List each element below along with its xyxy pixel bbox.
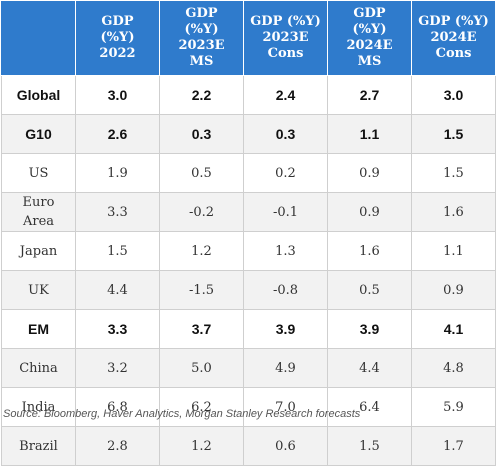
table-cell: 2.4 [243,75,328,115]
table-cell: 3.9 [243,309,328,349]
table-cell: 0.9 [411,270,496,310]
table-row: Brazil 2.8 1.2 0.6 1.5 1.7 [1,426,496,466]
table-cell: 0.3 [243,114,328,154]
table-row: Global 3.0 2.2 2.4 2.7 3.0 [1,75,496,115]
table-cell: 3.9 [327,309,412,349]
table-cell: 1.5 [75,231,160,271]
table-cell: 0.3 [159,114,244,154]
table-row: UK 4.4 -1.5 -0.8 0.5 0.9 [1,270,496,310]
table-cell: 7.0 [243,387,328,427]
table-cell: 0.5 [327,270,412,310]
table-cell: 1.5 [411,114,496,154]
table-cell: 5.0 [159,348,244,388]
table-cell: 1.9 [75,153,160,193]
table-row: EM 3.3 3.7 3.9 3.9 4.1 [1,309,496,349]
table-cell: 2.2 [159,75,244,115]
table-cell: 3.3 [75,309,160,349]
table-cell: 3.0 [75,75,160,115]
table-cell: 1.6 [411,192,496,232]
table-row: Euro Area 3.3 -0.2 -0.1 0.9 1.6 [1,192,496,232]
table-cell: 4.4 [75,270,160,310]
row-label: India [1,387,76,427]
table-cell: 0.9 [327,192,412,232]
table-cell: 3.0 [411,75,496,115]
table-cell: -0.2 [159,192,244,232]
table-cell: 6.8 [75,387,160,427]
table-cell: 1.6 [327,231,412,271]
table-cell: 1.1 [411,231,496,271]
table-cell: -0.8 [243,270,328,310]
row-label: China [1,348,76,388]
source-note: Source: Bloomberg, Haver Analytics, Morg… [3,408,361,420]
header-gdp-2023e-ms: GDP (%Y) 2023E MS [159,0,244,76]
table-cell: -0.1 [243,192,328,232]
table-cell: 1.3 [243,231,328,271]
table-cell: 4.8 [411,348,496,388]
table-cell: 2.6 [75,114,160,154]
table-cell: 0.2 [243,153,328,193]
table-cell: 1.5 [327,426,412,466]
header-corner [1,0,76,76]
header-gdp-2023e-cons: GDP (%Y) 2023E Cons [243,0,328,76]
table-cell: 0.6 [243,426,328,466]
table-cell: 2.8 [75,426,160,466]
table-cell: 1.2 [159,426,244,466]
table-cell: 4.4 [327,348,412,388]
table-body: Global 3.0 2.2 2.4 2.7 3.0 G10 2.6 0.3 0.3 1.1 1.5 U… [1,75,496,466]
table-cell: 1.2 [159,231,244,271]
table-cell: 3.2 [75,348,160,388]
table-row: Japan 1.5 1.2 1.3 1.6 1.1 [1,231,496,271]
row-label: Global [1,75,76,115]
table-cell: 3.3 [75,192,160,232]
table-row: India 6.8 6.2 7.0 6.4 5.9 [1,387,496,427]
table-row: G10 2.6 0.3 0.3 1.1 1.5 [1,114,496,154]
table-cell: 0.5 [159,153,244,193]
header-gdp-2024e-cons: GDP (%Y) 2024E Cons [411,0,496,76]
row-label: UK [1,270,76,310]
table-cell: 6.4 [327,387,412,427]
row-label: Brazil [1,426,76,466]
table-cell: 2.7 [327,75,412,115]
table-cell: 4.9 [243,348,328,388]
table-cell: 4.1 [411,309,496,349]
table-header-row: GDP (%Y) 2022 GDP (%Y) 2023E MS GDP (%Y) 2023E… [1,0,496,76]
table-row: US 1.9 0.5 0.2 0.9 1.5 [1,153,496,193]
table-cell: 1.5 [411,153,496,193]
header-gdp-2022: GDP (%Y) 2022 [75,0,160,76]
row-label: G10 [1,114,76,154]
table-cell: 3.7 [159,309,244,349]
table-cell: -1.5 [159,270,244,310]
table-cell: 0.9 [327,153,412,193]
header-gdp-2024e-ms: GDP (%Y) 2024E MS [327,0,412,76]
table-cell: 1.1 [327,114,412,154]
row-label: US [1,153,76,193]
table-cell: 1.7 [411,426,496,466]
table-cell: 6.2 [159,387,244,427]
row-label: Euro Area [1,192,76,232]
row-label: EM [1,309,76,349]
row-label: Japan [1,231,76,271]
table-cell: 5.9 [411,387,496,427]
table-row: China 3.2 5.0 4.9 4.4 4.8 [1,348,496,388]
